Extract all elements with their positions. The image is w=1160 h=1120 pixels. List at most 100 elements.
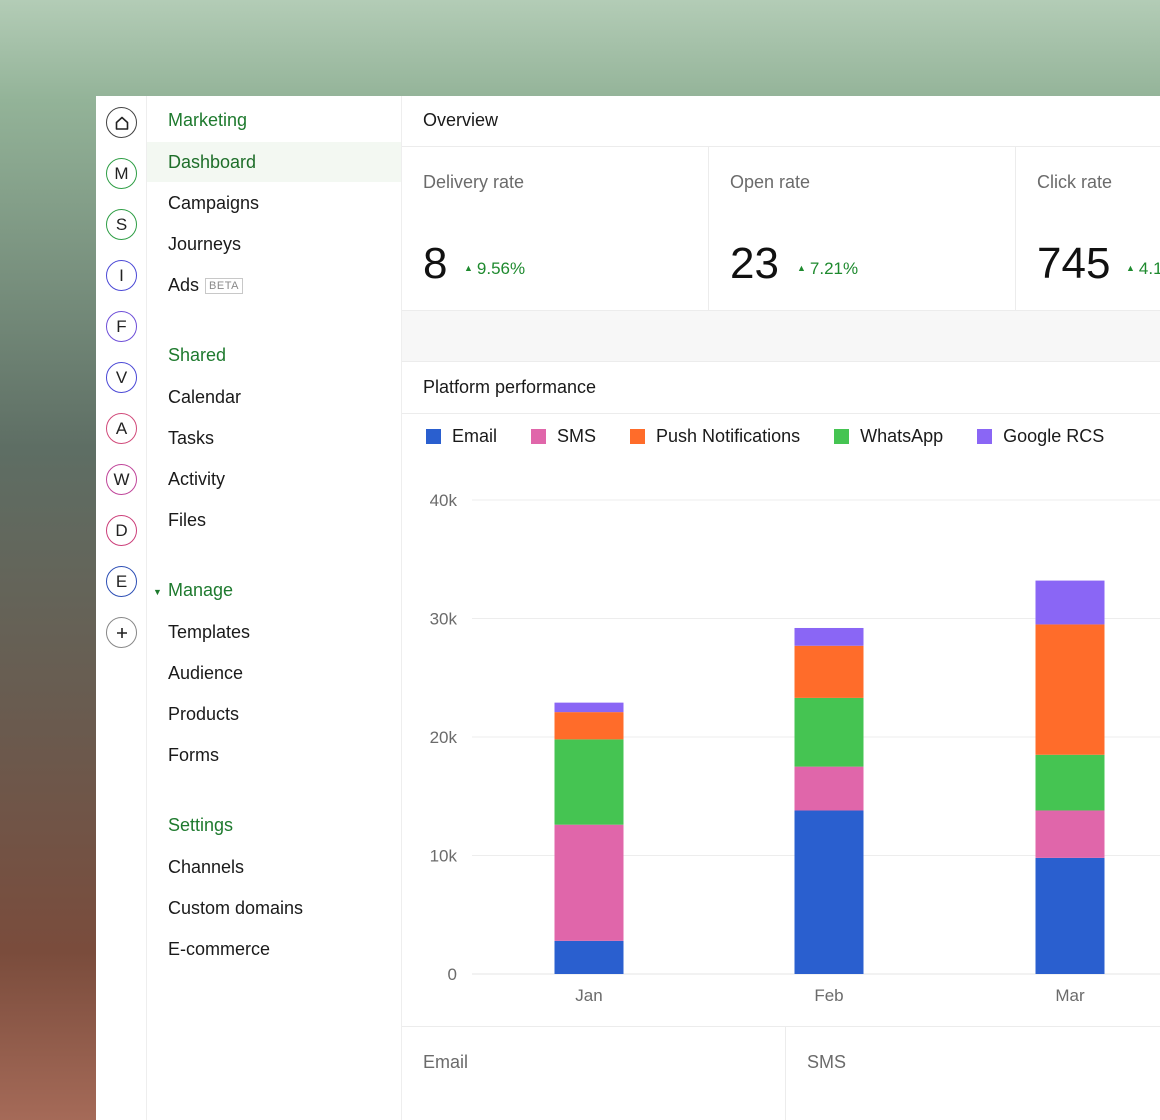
metric-card-click-rate[interactable]: Click rate 745 ▲ 4.1 [1016, 147, 1160, 310]
sidebar-item-audience[interactable]: Audience [168, 663, 244, 683]
legend-label: Email [452, 426, 498, 446]
bar-segment[interactable] [554, 739, 624, 825]
workspace-avatar[interactable]: E [106, 566, 137, 597]
legend-item[interactable]: SMS [531, 426, 596, 447]
metric-change: ▲ 4.1 [1126, 259, 1160, 278]
legend-item[interactable]: WhatsApp [834, 426, 943, 447]
metric-value: 8 [423, 239, 448, 288]
metric-card-open-rate[interactable]: Open rate 23 ▲ 7.21% [709, 147, 1016, 310]
legend-swatch [834, 429, 850, 444]
bar-segment[interactable] [554, 824, 624, 941]
metric-label: Open rate [730, 172, 811, 192]
bar-segment[interactable] [1035, 754, 1105, 811]
sidebar-item-calendar[interactable]: Calendar [168, 387, 242, 407]
legend-label: SMS [557, 426, 597, 446]
workspace-avatar[interactable]: V [106, 362, 137, 393]
metric-value: 745 [1037, 239, 1111, 288]
bar-segment[interactable] [794, 645, 864, 698]
x-tick-label: Jan [575, 986, 602, 1005]
sidebar-item-channels[interactable]: Channels [168, 857, 245, 877]
section-separator [402, 310, 1160, 362]
arrow-up-icon: ▲ [797, 263, 806, 273]
workspace-avatar[interactable]: F [106, 311, 137, 342]
bar-segment[interactable] [1035, 810, 1105, 858]
bar-segment[interactable] [794, 810, 864, 974]
performance-title: Platform performance [423, 377, 597, 397]
divider [402, 413, 1160, 414]
sidebar-item-templates[interactable]: Templates [168, 622, 251, 642]
y-tick-label: 40k [430, 491, 458, 510]
workspace-avatar[interactable]: D [106, 515, 137, 546]
sidebar-item-journeys[interactable]: Journeys [168, 234, 242, 254]
workspace-avatar[interactable]: W [106, 464, 137, 495]
x-tick-label: Mar [1055, 986, 1085, 1005]
bar-segment[interactable] [794, 766, 864, 811]
overview-title: Overview [423, 110, 499, 130]
sidebar-item-custom-domains[interactable]: Custom domains [168, 898, 304, 918]
bar-segment[interactable] [794, 627, 864, 646]
sidebar-item-label: Ads [168, 275, 200, 295]
metric-change: ▲ 7.21% [797, 259, 859, 278]
bar-segment[interactable] [1035, 857, 1105, 974]
legend-label: Google RCS [1003, 426, 1105, 446]
metric-change: ▲ 9.56% [464, 259, 526, 278]
divider [402, 1026, 1160, 1027]
chart-legend: Email SMS Push Notifications WhatsApp Google… [426, 426, 1138, 447]
stacked-bar-chart: 0 10k 20k 30k 40k Jan Feb Mar [430, 491, 1160, 1005]
bar-segment[interactable] [554, 712, 624, 740]
bottom-card-label: Email [423, 1052, 469, 1072]
sidebar: Marketing Dashboard Campaigns Journeys A… [147, 96, 402, 1120]
add-workspace-button[interactable] [106, 617, 137, 648]
metric-value: 23 [730, 239, 779, 288]
legend-swatch [426, 429, 441, 444]
sidebar-item-ads[interactable]: Ads BETA [147, 265, 401, 305]
bar-segment[interactable] [1035, 580, 1105, 625]
sidebar-item-forms[interactable]: Forms [168, 745, 219, 765]
bottom-card-label: SMS [807, 1052, 847, 1072]
arrow-up-icon: ▲ [1126, 263, 1135, 273]
divider [402, 146, 1160, 147]
workspace-avatar[interactable]: I [106, 260, 137, 291]
section-heading-marketing: Marketing [168, 110, 248, 130]
legend-swatch [977, 429, 993, 444]
bar-segment[interactable] [554, 940, 624, 974]
y-tick-label: 20k [430, 728, 458, 747]
sidebar-item-campaigns[interactable]: Campaigns [168, 193, 260, 213]
bottom-card-email[interactable]: Email [402, 1027, 786, 1120]
arrow-up-icon: ▲ [464, 263, 473, 273]
y-tick-label: 10k [430, 847, 458, 866]
y-tick-label: 30k [430, 610, 458, 629]
home-icon[interactable] [106, 107, 137, 138]
sidebar-item-products[interactable]: Products [168, 704, 240, 724]
bar-segment[interactable] [794, 697, 864, 767]
bar-segment[interactable] [1035, 624, 1105, 755]
main-content: Overview Delivery rate 8 ▲ 9.56% Open rat… [402, 96, 1160, 1120]
section-heading-manage[interactable]: Manage [168, 580, 234, 600]
sidebar-item-e-commerce[interactable]: E-commerce [168, 939, 271, 959]
metric-card-delivery-rate[interactable]: Delivery rate 8 ▲ 9.56% [402, 147, 709, 310]
legend-label: Push Notifications [656, 426, 801, 446]
metric-label: Delivery rate [423, 172, 525, 192]
section-heading-settings: Settings [168, 815, 234, 835]
legend-item[interactable]: Google RCS [977, 426, 1104, 447]
sidebar-item-files[interactable]: Files [168, 510, 207, 530]
y-tick-label: 0 [448, 965, 457, 984]
metric-label: Click rate [1037, 172, 1113, 192]
legend-item[interactable]: Push Notifications [630, 426, 800, 447]
workspace-avatar[interactable]: S [106, 209, 137, 240]
workspace-avatar[interactable]: A [106, 413, 137, 444]
sidebar-item-dashboard[interactable]: Dashboard [147, 142, 401, 182]
section-heading-shared: Shared [168, 345, 227, 365]
x-tick-label: Feb [814, 986, 843, 1005]
sidebar-item-tasks[interactable]: Tasks [168, 428, 215, 448]
bottom-card-sms[interactable]: SMS [786, 1027, 1160, 1120]
sidebar-item-activity[interactable]: Activity [168, 469, 226, 489]
bar-segment[interactable] [554, 702, 624, 713]
legend-label: WhatsApp [860, 426, 944, 446]
beta-badge: BETA [205, 278, 243, 294]
caret-down-icon[interactable]: ▼ [153, 587, 162, 597]
workspace-avatar[interactable]: M [106, 158, 137, 189]
legend-item[interactable]: Email [426, 426, 497, 447]
